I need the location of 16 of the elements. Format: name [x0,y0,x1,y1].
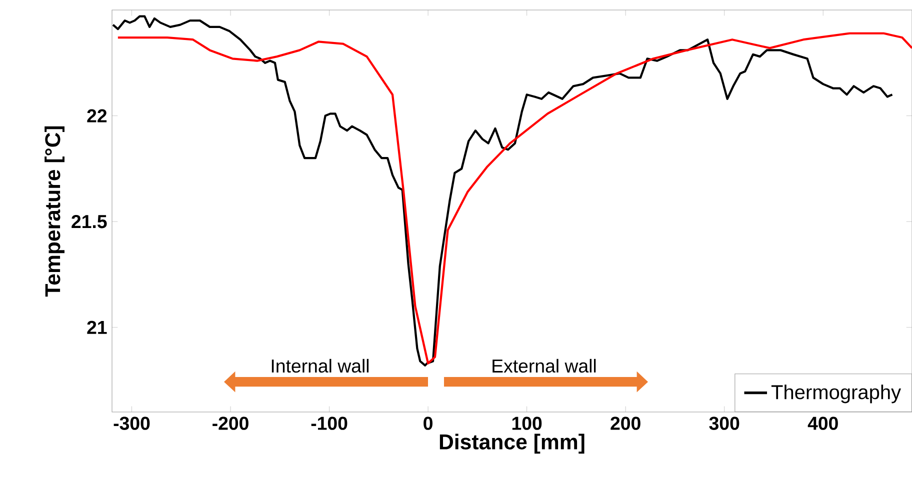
y-tick-label: 21 [87,320,107,334]
x-tick-label: 200 [610,416,640,430]
x-tick-label: 100 [512,416,542,430]
x-tick-label: -100 [311,416,348,430]
x-tick-label: -300 [114,416,150,430]
x-axis-title: Distance [mm] [440,434,584,454]
y-axis-title: Temperature [°C] [44,126,64,297]
legend-label: Thermography [771,384,902,404]
x-tick-label: 400 [808,416,838,430]
x-tick-label: 0 [424,416,432,430]
x-tick-label: -200 [212,416,248,430]
annotation: External wall [492,358,596,373]
y-tick-label: 21.5 [72,214,107,228]
x-tick-label: 300 [709,416,740,430]
y-tick-label: 22 [87,109,107,122]
annotation: Internal wall [272,358,369,373]
